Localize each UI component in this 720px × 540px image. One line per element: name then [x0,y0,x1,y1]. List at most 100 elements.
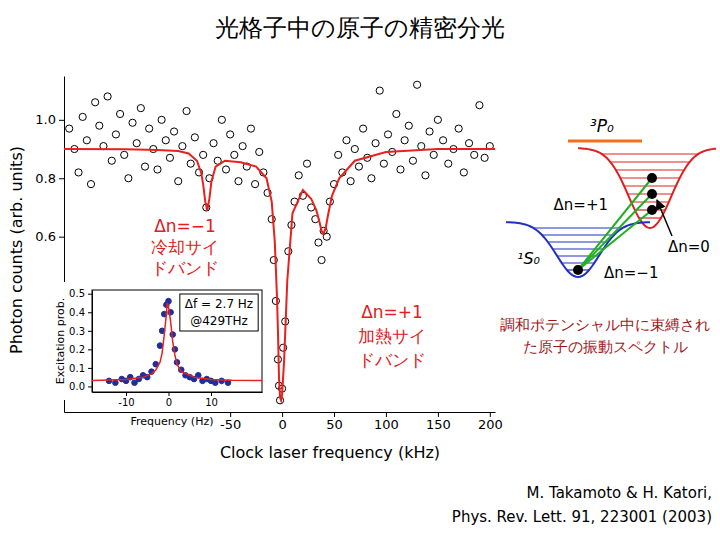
background [0,0,720,540]
x-axis-line [65,412,496,413]
data-point [414,81,421,88]
x-tick-mark [211,392,212,396]
data-point [210,140,217,147]
data-point [368,175,375,182]
x-tick: 100 [374,412,399,432]
y-axis: 0.00.10.20.30.40.5 [69,288,92,392]
data-point [154,166,161,173]
data-point [79,113,86,120]
data-point [125,175,132,182]
data-point [343,137,350,144]
state-label: ¹S₀ [517,249,541,268]
x-tick-label: -10 [118,397,134,408]
data-point [187,160,194,167]
data-point [393,110,400,117]
data-point [133,140,140,147]
atom [647,189,657,199]
y-tick-mark [88,312,92,313]
data-point [303,160,310,167]
data-point [218,116,225,123]
y-tick: 0.3 [69,326,92,337]
data-point [231,151,238,158]
data-point [92,99,99,106]
x-axis-title: Clock laser frequency (kHz) [220,443,440,462]
y-tick: 1.0 [35,112,64,127]
y-tick: 0.6 [35,229,64,244]
data-point [426,128,433,135]
upper-potential [578,148,716,228]
x-tick: 50 [326,412,343,432]
x-tick-label: 10 [205,397,218,408]
data-point [108,157,115,164]
y-tick-label: 0.3 [69,326,85,337]
inset-background [54,282,266,400]
data-point [430,151,437,158]
annotation-text: Δn=−1 [154,216,216,236]
y-axis-line [92,291,93,393]
slide: 光格子中の原子の精密分光-500501001502000.60.81.0Cloc… [0,0,720,540]
annotation-text: ドバンド [151,258,219,278]
data-point [239,143,246,150]
plot-frame [92,290,262,392]
data-point [422,172,429,179]
data-point [380,160,387,167]
x-tick-mark [126,392,127,396]
data-point [409,157,416,164]
y-tick: 0.2 [69,344,92,355]
data-point [455,125,462,132]
y-tick-label: 0.6 [35,229,56,244]
data-point [141,163,148,170]
y-tick-mark [88,349,92,350]
data-point [384,131,391,138]
annotation-text: @429THz [190,314,248,328]
data-point [75,169,82,176]
transition-label: Δn=−1 [604,264,658,282]
annotation: Δf = 2.7 Hz@429THz [180,294,258,331]
y-tick-label: 0.5 [69,288,85,299]
y-tick-mark [59,178,64,179]
data-point [465,140,472,147]
data-point [175,178,182,185]
data-point [401,137,408,144]
data-point [315,239,322,246]
y-tick: 0.1 [69,363,92,374]
x-axis: -10010 [93,392,263,408]
citation: Phys. Rev. Lett. 91, 223001 (2003) [452,508,712,526]
data-point [285,248,292,255]
y-axis-title: Photon counts (arb. units) [7,146,26,354]
y-tick-label: 0.0 [69,381,85,392]
y-tick-label: 0.1 [69,363,85,374]
data-point [372,140,379,147]
citation: M. Takamoto & H. Katori, [526,484,712,502]
x-tick: 0 [278,412,286,432]
y-tick: 0.5 [69,288,92,299]
data-point [96,122,103,129]
x-tick-label: 100 [374,417,399,432]
transition-label: Δn=+1 [554,196,608,214]
x-tick-label: 200 [478,417,503,432]
diagram-caption: た原子の振動スペクトル [523,338,688,356]
data-point [191,134,198,141]
data-point [158,116,165,123]
x-tick: -50 [220,412,241,432]
x-axis: -50 0 50 100 150 200 [65,412,503,432]
data-point [256,148,263,155]
data-point [481,154,488,161]
data-point [212,380,218,386]
data-point [83,137,90,144]
data-point [235,178,242,185]
data-point [157,343,163,349]
data-point [397,166,404,173]
x-tick: 150 [426,412,451,432]
annotation-box [180,294,258,331]
y-axis-title: Excitation prob. [54,298,67,384]
x-axis-line [93,392,263,393]
data-point [227,131,234,138]
x-tick: 200 [478,412,503,432]
x-tick-label: 150 [426,417,451,432]
annotation: Δn=−1冷却サイドバンド [151,216,219,278]
annotation-text: 冷却サイ [151,237,219,257]
level-diagram: ³P₀¹S₀Δn=+1Δn=0Δn=−1調和ポテンシャル中に束縛された原子の振動… [500,116,716,356]
data-point [251,181,258,188]
annotation-text: ドバンド [358,350,426,370]
